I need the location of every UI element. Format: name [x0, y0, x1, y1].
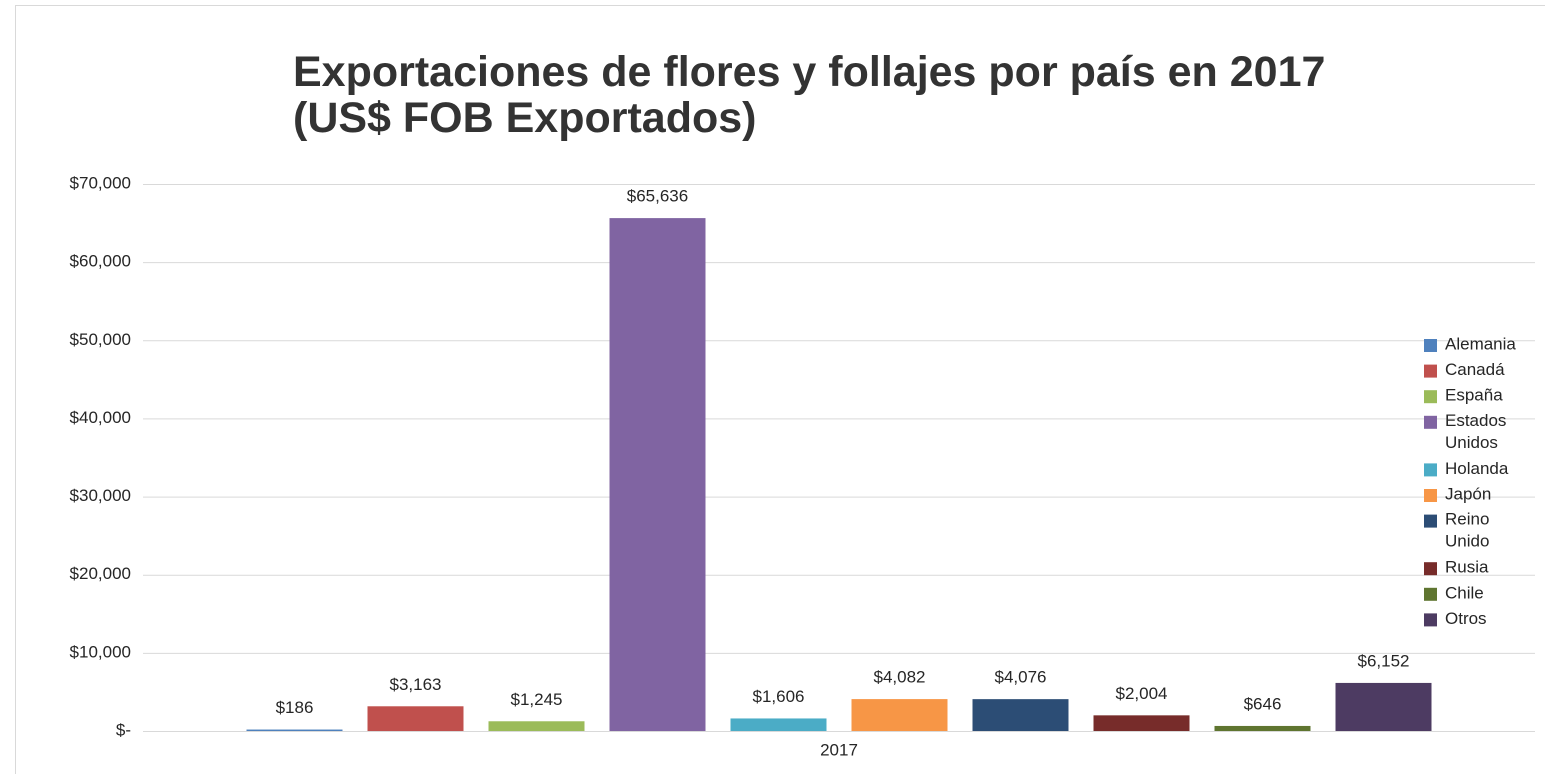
y-tick-label: $40,000 — [70, 408, 131, 427]
legend-label: Alemania — [1445, 334, 1516, 353]
y-tick-label: $20,000 — [70, 564, 131, 583]
data-label: $186 — [276, 698, 314, 717]
legend-swatch — [1424, 514, 1437, 528]
data-label: $65,636 — [627, 187, 688, 206]
legend-label: España — [1445, 386, 1503, 405]
legend-label: Reino Unido — [1445, 510, 1494, 551]
legend-swatch — [1424, 463, 1437, 477]
bar — [609, 218, 706, 731]
data-label: $4,082 — [874, 668, 926, 687]
y-tick-label: $30,000 — [70, 486, 131, 505]
data-label: $3,163 — [390, 675, 442, 694]
data-label: $2,004 — [1116, 684, 1168, 703]
bar — [1335, 682, 1432, 731]
legend-label: Japón — [1445, 484, 1491, 503]
chart-title: Exportaciones de flores y follajes por p… — [293, 48, 1337, 142]
data-label: $4,076 — [995, 668, 1047, 687]
legend-swatch — [1424, 587, 1437, 601]
y-tick-label: $50,000 — [70, 330, 131, 349]
bar — [972, 699, 1069, 731]
bar — [367, 706, 464, 731]
x-tick-label: 2017 — [820, 740, 858, 759]
data-label: $1,245 — [511, 690, 563, 709]
data-label: $6,152 — [1358, 651, 1410, 670]
legend-label: Estados Unidos — [1445, 411, 1511, 452]
legend-label: Otros — [1445, 609, 1487, 628]
data-label: $1,606 — [753, 687, 805, 706]
bar — [488, 721, 585, 731]
y-tick-label: $60,000 — [70, 252, 131, 271]
bar — [246, 729, 343, 731]
legend-swatch — [1424, 489, 1437, 502]
legend-swatch — [1424, 613, 1437, 627]
legend-swatch — [1424, 415, 1437, 429]
legend-label: Rusia — [1445, 558, 1489, 577]
legend-label: Chile — [1445, 583, 1484, 602]
y-tick-label: $10,000 — [70, 642, 131, 661]
legend-swatch — [1424, 364, 1437, 378]
legend-label: Canadá — [1445, 360, 1505, 379]
bar — [1214, 725, 1311, 731]
chart-border — [15, 5, 1545, 774]
legend-swatch — [1424, 390, 1437, 404]
bar — [730, 718, 827, 731]
data-label: $646 — [1244, 694, 1282, 713]
legend-swatch — [1424, 339, 1437, 352]
y-tick-label: $70,000 — [70, 173, 131, 192]
bar — [1093, 715, 1190, 731]
legend-label: Holanda — [1445, 459, 1509, 478]
y-tick-label: $- — [116, 720, 131, 739]
bar — [851, 699, 948, 731]
legend-swatch — [1424, 562, 1437, 576]
